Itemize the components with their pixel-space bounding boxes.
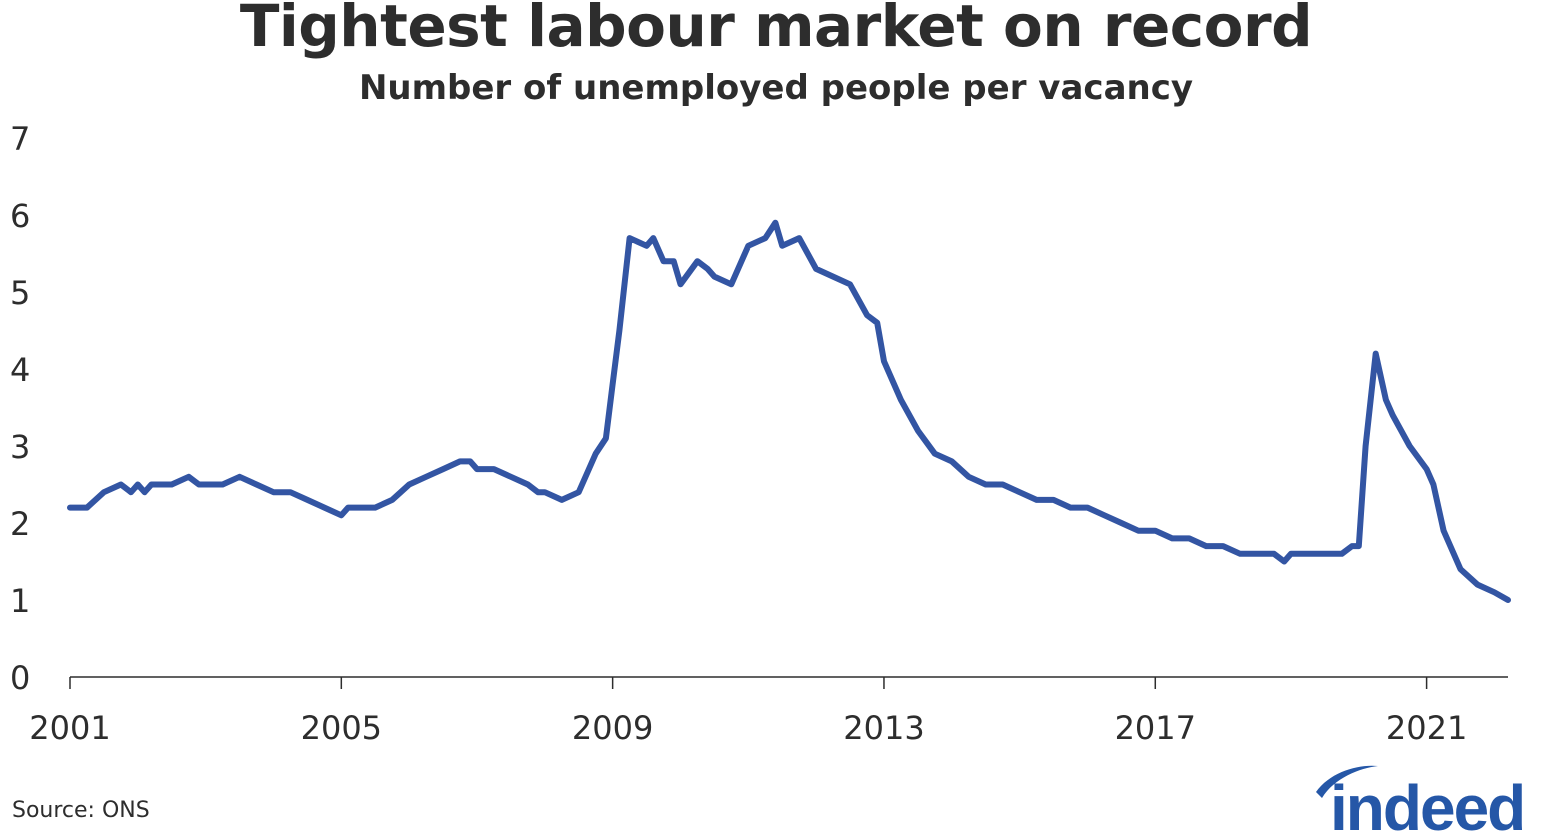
- chart-subtitle: Number of unemployed people per vacancy: [358, 68, 1194, 108]
- y-axis-ticks: 0 1 2 3 4 5 6 7: [10, 120, 30, 697]
- y-tick-label: 3: [10, 428, 30, 466]
- y-tick-label: 0: [10, 659, 30, 697]
- logo-wordmark: indeed: [1330, 772, 1524, 838]
- logo-arc: [1316, 765, 1378, 798]
- x-tick-label: 2021: [1386, 709, 1467, 747]
- series-line: [67, 219, 1511, 603]
- y-tick-label: 5: [10, 274, 30, 312]
- x-tick-label: 2017: [1115, 709, 1196, 747]
- x-tick-label: 2009: [572, 709, 653, 747]
- source-note: Source: ONS: [12, 798, 150, 823]
- y-tick-label: 6: [10, 197, 30, 235]
- y-tick-label: 1: [10, 582, 30, 620]
- y-tick-label: 2: [10, 505, 30, 543]
- x-tick-label: 2005: [301, 709, 382, 747]
- y-tick-label: 4: [10, 351, 30, 389]
- indeed-logo: indeed: [1316, 765, 1526, 838]
- x-axis-ticks: 2001 2005 2009 2013 2017 2021: [29, 677, 1467, 747]
- x-tick-label: 2001: [29, 709, 110, 747]
- chart-title: Tightest labour market on record: [239, 0, 1313, 60]
- x-tick-label: 2013: [843, 709, 924, 747]
- y-tick-label: 7: [10, 120, 30, 158]
